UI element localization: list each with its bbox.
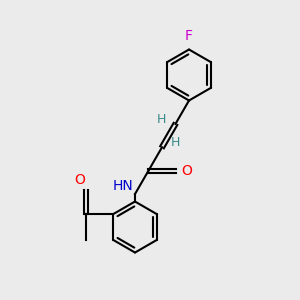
- Text: F: F: [185, 29, 193, 43]
- Text: HN: HN: [113, 178, 134, 193]
- Text: O: O: [181, 164, 192, 178]
- Text: H: H: [171, 136, 180, 149]
- Text: H: H: [157, 113, 167, 126]
- Text: O: O: [74, 173, 85, 187]
